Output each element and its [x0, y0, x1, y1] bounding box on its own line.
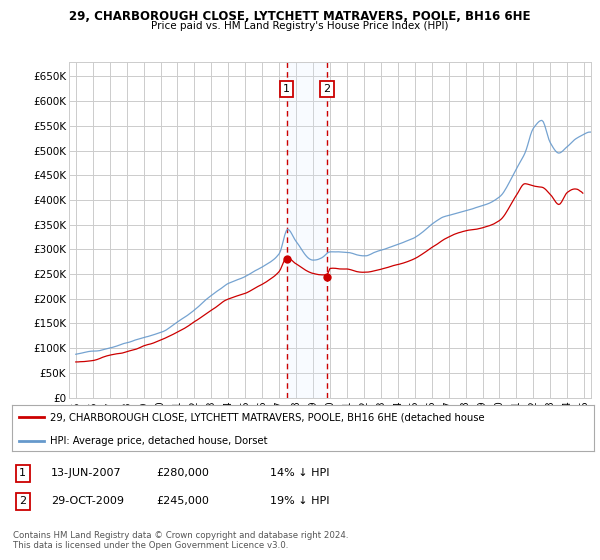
Text: 14% ↓ HPI: 14% ↓ HPI: [270, 468, 329, 478]
Text: 2: 2: [19, 496, 26, 506]
Text: 29, CHARBOROUGH CLOSE, LYTCHETT MATRAVERS, POOLE, BH16 6HE (detached house: 29, CHARBOROUGH CLOSE, LYTCHETT MATRAVER…: [50, 412, 484, 422]
Text: 29, CHARBOROUGH CLOSE, LYTCHETT MATRAVERS, POOLE, BH16 6HE: 29, CHARBOROUGH CLOSE, LYTCHETT MATRAVER…: [69, 10, 531, 23]
Text: £245,000: £245,000: [156, 496, 209, 506]
Text: 19% ↓ HPI: 19% ↓ HPI: [270, 496, 329, 506]
Text: Price paid vs. HM Land Registry's House Price Index (HPI): Price paid vs. HM Land Registry's House …: [151, 21, 449, 31]
Bar: [287, 62, 327, 398]
Text: 1: 1: [283, 84, 290, 94]
Text: £280,000: £280,000: [156, 468, 209, 478]
Text: 2: 2: [323, 84, 331, 94]
Text: 13-JUN-2007: 13-JUN-2007: [51, 468, 122, 478]
Text: Contains HM Land Registry data © Crown copyright and database right 2024.
This d: Contains HM Land Registry data © Crown c…: [13, 531, 349, 550]
Text: 29-OCT-2009: 29-OCT-2009: [51, 496, 124, 506]
Text: 1: 1: [19, 468, 26, 478]
Text: HPI: Average price, detached house, Dorset: HPI: Average price, detached house, Dors…: [50, 436, 268, 446]
